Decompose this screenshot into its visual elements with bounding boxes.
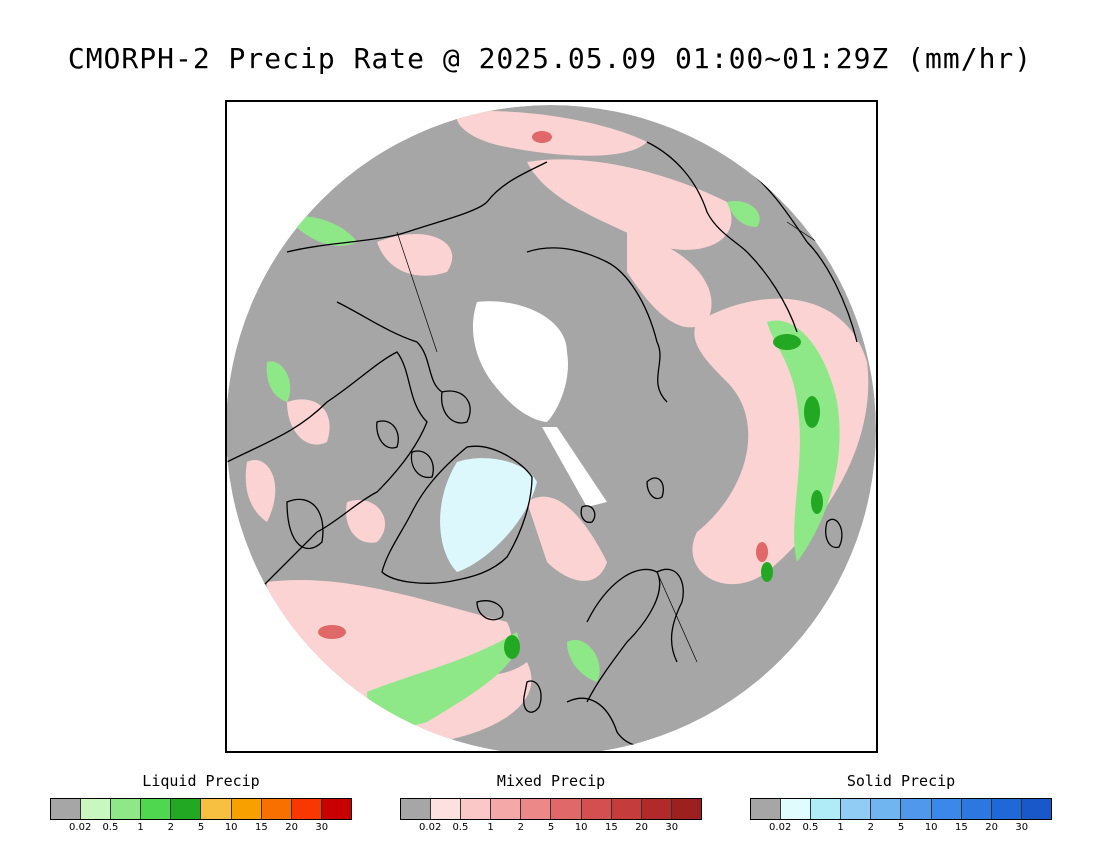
- legend-tick-label: 1: [837, 822, 844, 833]
- legend-swatch: [671, 799, 701, 819]
- legend-swatch: [111, 799, 142, 819]
- legend-tick-label: 2: [517, 822, 524, 833]
- legend-swatch: [401, 799, 432, 819]
- legend-swatches-liquid: [50, 798, 352, 820]
- legend-swatch: [431, 799, 462, 819]
- legend-swatch: [811, 799, 842, 819]
- legend-swatch: [931, 799, 962, 819]
- legend-swatch: [751, 799, 782, 819]
- legend-tick-label: 1: [137, 822, 144, 833]
- legend-swatch: [291, 799, 322, 819]
- legend-tick-label: 15: [605, 822, 618, 833]
- legend-swatch: [81, 799, 112, 819]
- legend-tick-label: 30: [1015, 822, 1029, 833]
- legend-swatch: [521, 799, 552, 819]
- map-title: CMORPH-2 Precip Rate @ 2025.05.09 01:00~…: [67, 42, 1033, 75]
- legend-tick-label: 0.02: [769, 822, 792, 833]
- legend-tick-label: 30: [315, 822, 329, 833]
- legend-ticks-mixed: 0.02 0.5 1 2 5 10 15 20 30: [400, 822, 702, 836]
- legend-swatch: [781, 799, 812, 819]
- legend-swatch: [491, 799, 522, 819]
- legend-tick-label: 5: [547, 822, 555, 833]
- legend-swatch: [581, 799, 612, 819]
- legend-swatch: [51, 799, 82, 819]
- legend-liquid: Liquid Precip 0.02 0.5 1 2 5 10 15 20 30: [50, 772, 352, 836]
- legend-swatches-solid: [750, 798, 1052, 820]
- legend-swatch: [611, 799, 642, 819]
- no-data-region: [472, 301, 568, 422]
- liquid-precip-heavy: [504, 334, 823, 659]
- legend-swatch: [871, 799, 902, 819]
- legend-tick-label: 10: [574, 822, 588, 833]
- legend-swatch: [551, 799, 582, 819]
- legend-ticks-liquid: 0.02 0.5 1 2 5 10 15 20 30: [50, 822, 352, 836]
- legend-swatch: [961, 799, 992, 819]
- legend-tick-label: 15: [955, 822, 968, 833]
- legend-tick-label: 30: [665, 822, 679, 833]
- legend-swatch: [171, 799, 202, 819]
- legend-swatch: [461, 799, 492, 819]
- legend-ticks-solid: 0.02 0.5 1 2 5 10 15 20 30: [750, 822, 1052, 836]
- legend-tick-label: 5: [897, 822, 905, 833]
- legend-title-mixed: Mixed Precip: [496, 772, 606, 790]
- legend-title-liquid: Liquid Precip: [142, 772, 260, 790]
- legend-tick-label: 0.5: [802, 822, 819, 833]
- legend-tick-label: 20: [285, 822, 298, 833]
- legend-swatches-mixed: [400, 798, 702, 820]
- legend-tick-label: 2: [167, 822, 174, 833]
- legend-solid: Solid Precip 0.02 0.5 1 2 5 10 15 20 30: [750, 772, 1052, 836]
- mixed-precip-heavy: [318, 131, 768, 639]
- legend-tick-label: 20: [985, 822, 998, 833]
- legend-tick-label: 10: [224, 822, 238, 833]
- legend-tick-label: 0.5: [452, 822, 469, 833]
- legend-swatch: [201, 799, 232, 819]
- legend-swatch: [1021, 799, 1051, 819]
- legend-tick-label: 10: [924, 822, 938, 833]
- legend-tick-label: 5: [197, 822, 205, 833]
- legend-swatch: [231, 799, 262, 819]
- legend-tick-label: 0.5: [102, 822, 119, 833]
- legend-swatch: [321, 799, 351, 819]
- legend-tick-label: 2: [867, 822, 874, 833]
- legend-tick-label: 1: [487, 822, 494, 833]
- legend-swatch: [141, 799, 172, 819]
- legend-swatch: [841, 799, 872, 819]
- map-frame: [225, 100, 878, 753]
- legend-swatch: [261, 799, 292, 819]
- legend-mixed: Mixed Precip 0.02 0.5 1 2 5 10 15 20 30: [400, 772, 702, 836]
- legend-tick-label: 20: [635, 822, 648, 833]
- legend-swatch: [641, 799, 672, 819]
- legend-tick-label: 15: [255, 822, 268, 833]
- legend-swatch: [991, 799, 1022, 819]
- polar-map: [227, 102, 876, 751]
- legend-swatch: [901, 799, 932, 819]
- legend-title-solid: Solid Precip: [846, 772, 956, 790]
- legend-tick-label: 0.02: [69, 822, 92, 833]
- coastlines: [227, 141, 858, 747]
- solid-precip-area: [440, 458, 537, 572]
- legend-tick-label: 0.02: [419, 822, 442, 833]
